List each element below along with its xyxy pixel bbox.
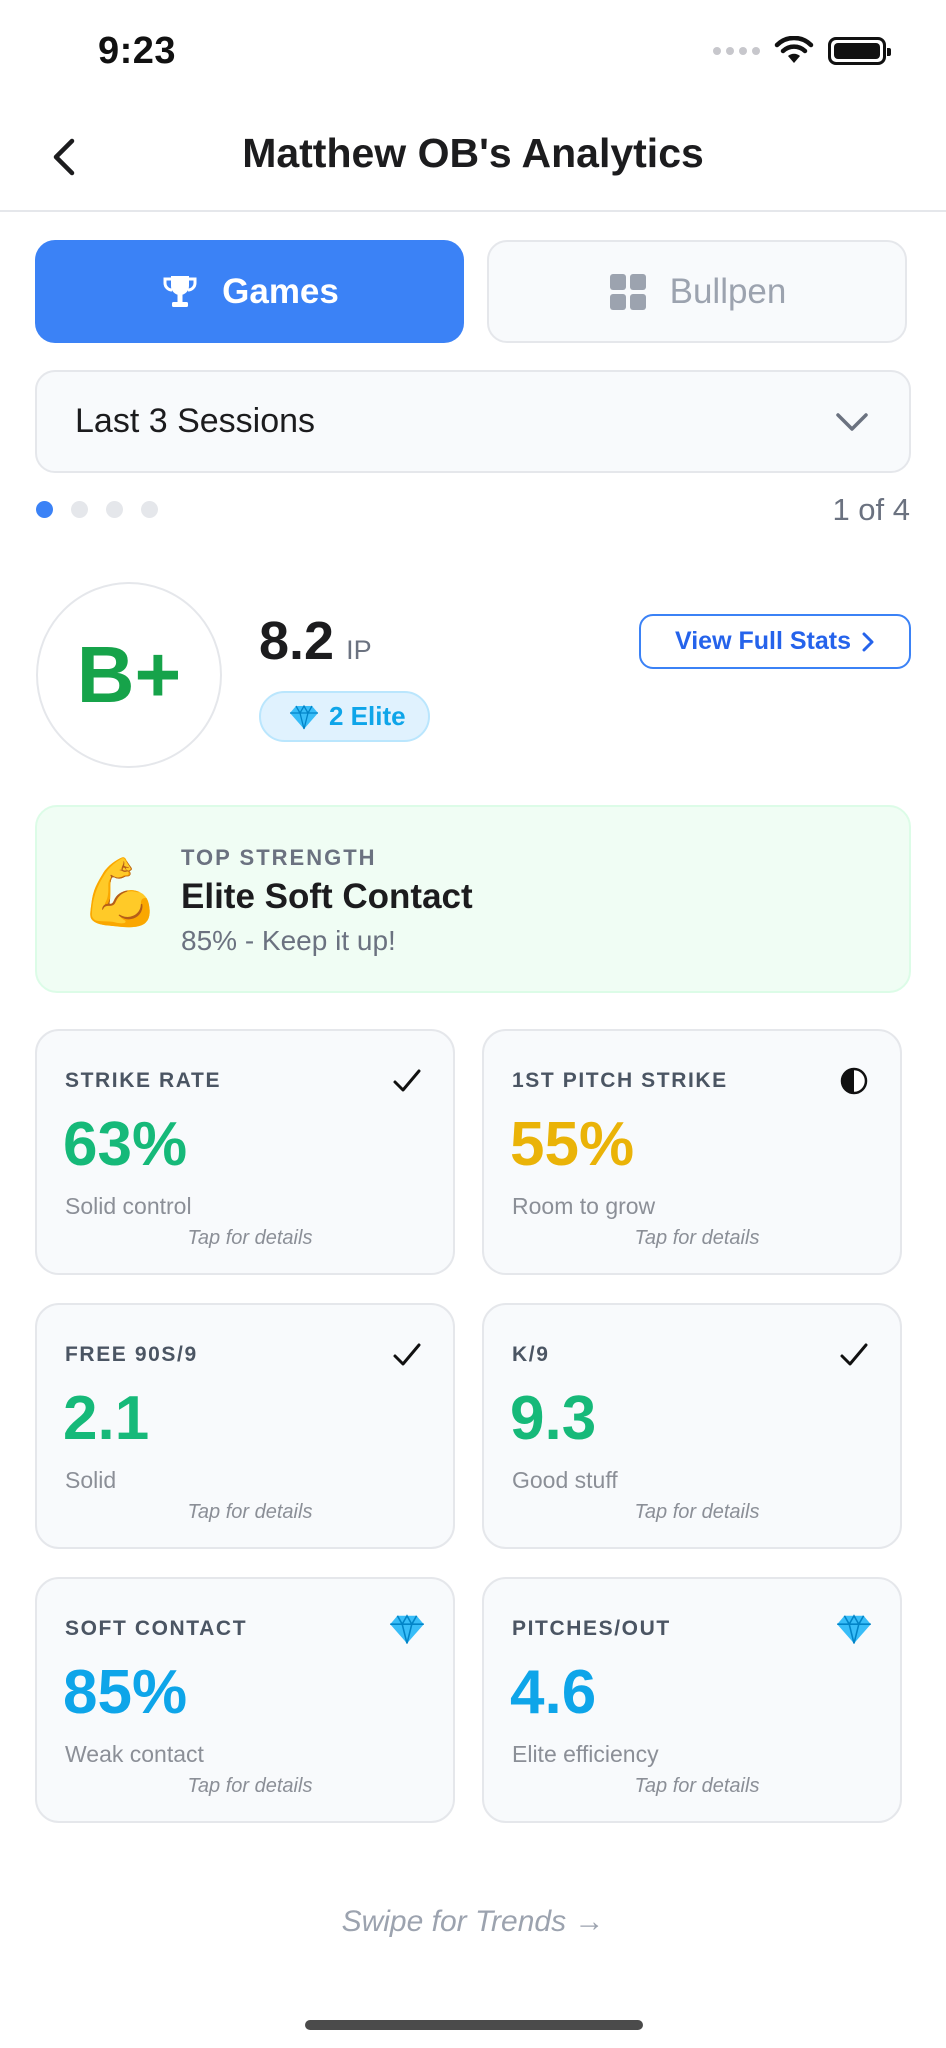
signal-icon [713, 47, 760, 55]
metric-hint: Tap for details [187, 1775, 313, 1797]
metric-card-k9[interactable]: K/9 9.3 Good stuff Tap for details [482, 1303, 902, 1549]
metric-label: 1ST PITCH STRIKE [512, 1069, 728, 1092]
pager-dot[interactable] [36, 501, 53, 518]
ip-unit: IP [346, 635, 372, 665]
status-time: 9:23 [98, 30, 177, 72]
metric-hint: Tap for details [634, 1227, 760, 1249]
elite-badge: 2 Elite [259, 691, 430, 742]
metric-label: FREE 90S/9 [65, 1343, 198, 1366]
metric-card-strike-rate[interactable]: STRIKE RATE 63% Solid control Tap for de… [35, 1029, 455, 1275]
metric-card-soft-contact[interactable]: SOFT CONTACT 85% Weak contact Tap for de… [35, 1577, 455, 1823]
tab-games[interactable]: Games [35, 240, 464, 343]
session-filter-dropdown[interactable]: Last 3 Sessions [35, 370, 911, 473]
pager-dot[interactable] [71, 501, 88, 518]
trophy-icon [163, 275, 197, 307]
innings-pitched: 8.2 IP [259, 610, 372, 672]
metric-note: Solid control [65, 1193, 192, 1219]
metric-value: 4.6 [510, 1658, 597, 1727]
chevron-left-icon [53, 138, 75, 176]
chevron-down-icon [836, 412, 868, 431]
session-filter-value: Last 3 Sessions [75, 402, 316, 440]
status-bar: 9:23 [0, 0, 946, 100]
metric-note: Solid [65, 1467, 117, 1493]
pager-count: 1 of 4 [832, 492, 910, 527]
pager-dot[interactable] [106, 501, 123, 518]
grade-value: B+ [76, 630, 182, 719]
pager-dots [36, 501, 158, 518]
metric-card-free-90s[interactable]: FREE 90S/9 2.1 Solid Tap for details [35, 1303, 455, 1549]
tab-bullpen[interactable]: Bullpen [487, 240, 907, 343]
metric-value: 55% [510, 1110, 635, 1179]
metric-card-first-pitch-strike[interactable]: 1ST PITCH STRIKE 55% Room to grow Tap fo… [482, 1029, 902, 1275]
status-icons [713, 36, 891, 66]
checkmark-icon [389, 1337, 425, 1373]
tab-bullpen-label: Bullpen [669, 271, 787, 311]
metric-note: Weak contact [65, 1741, 204, 1767]
metric-hint: Tap for details [187, 1227, 313, 1249]
grid-icon [609, 273, 646, 310]
metric-hint: Tap for details [634, 1775, 760, 1797]
top-strength-subtitle: 85% - Keep it up! [181, 925, 396, 956]
metric-hint: Tap for details [634, 1501, 760, 1523]
metric-label: SOFT CONTACT [65, 1617, 248, 1640]
swipe-for-trends-hint[interactable]: Swipe for Trends → [341, 1905, 605, 1938]
diamond-icon [389, 1611, 425, 1647]
tab-games-label: Games [222, 271, 339, 311]
ip-value: 8.2 [259, 611, 335, 671]
metric-note: Elite efficiency [512, 1741, 659, 1767]
diamond-icon [290, 704, 318, 729]
battery-icon [828, 37, 891, 65]
view-full-stats-label: View Full Stats [675, 627, 851, 655]
chevron-right-icon [862, 632, 874, 651]
top-strength-card: 💪 TOP STRENGTH Elite Soft Contact 85% - … [35, 805, 911, 993]
top-strength-kicker: TOP STRENGTH [181, 845, 377, 870]
metric-label: K/9 [512, 1343, 550, 1366]
metric-value: 9.3 [510, 1384, 597, 1453]
metric-label: PITCHES/OUT [512, 1617, 671, 1640]
metric-hint: Tap for details [187, 1501, 313, 1523]
home-indicator[interactable] [305, 2020, 643, 2030]
nav-header: Matthew OB's Analytics [0, 100, 946, 212]
page-title: Matthew OB's Analytics [242, 130, 704, 176]
metric-value: 2.1 [63, 1384, 150, 1453]
checkmark-icon [389, 1063, 425, 1099]
pager-dot[interactable] [141, 501, 158, 518]
metric-card-pitches-per-out[interactable]: PITCHES/OUT 4.6 Elite efficiency Tap for… [482, 1577, 902, 1823]
half-circle-icon [836, 1063, 872, 1099]
wifi-icon [774, 36, 814, 63]
metric-value: 85% [63, 1658, 188, 1727]
back-button[interactable] [44, 132, 84, 182]
diamond-icon [836, 1611, 872, 1647]
flexed-bicep-icon: 💪 [79, 855, 162, 929]
elite-badge-label: 2 Elite [329, 701, 406, 731]
metric-label: STRIKE RATE [65, 1069, 222, 1092]
metric-note: Room to grow [512, 1193, 656, 1219]
top-strength-title: Elite Soft Contact [181, 877, 473, 916]
metric-value: 63% [63, 1110, 188, 1179]
view-full-stats-button[interactable]: View Full Stats [639, 614, 911, 669]
grade-circle: B+ [36, 582, 222, 768]
metric-note: Good stuff [512, 1467, 618, 1493]
checkmark-icon [836, 1337, 872, 1373]
